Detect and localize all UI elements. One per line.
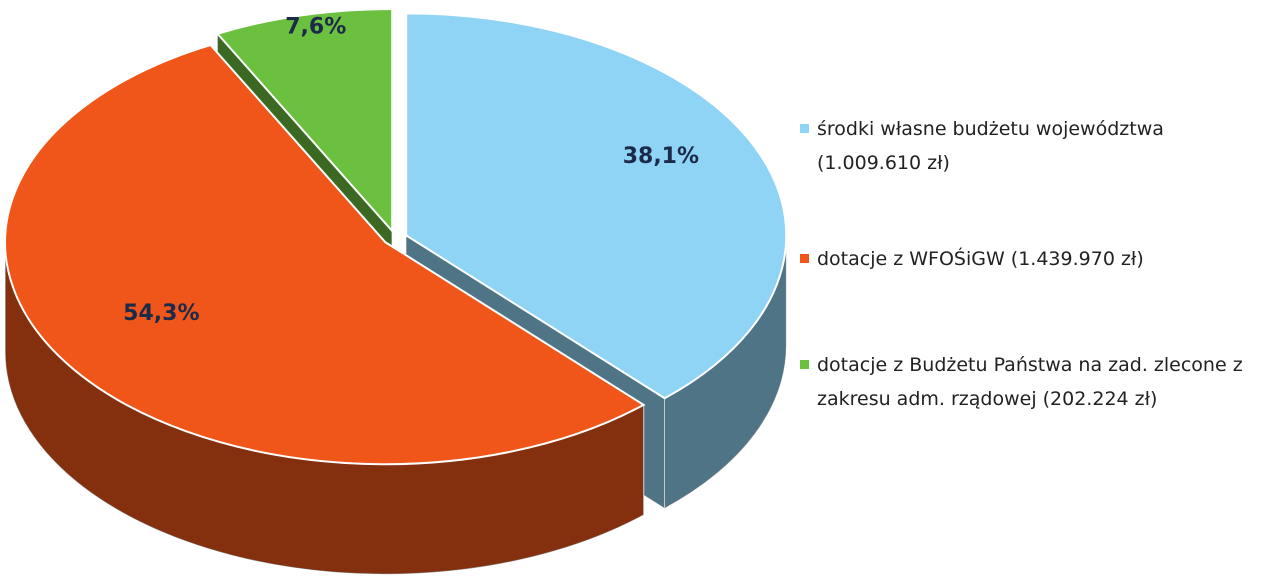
legend-swatch bbox=[800, 124, 809, 133]
data-label: 38,1% bbox=[623, 144, 699, 169]
legend-entry: dotacje z Budżetu Państwa na zad. zlecon… bbox=[800, 348, 1260, 416]
legend-label: środki własne budżetu województwa (1.009… bbox=[817, 118, 1164, 174]
legend-entry: środki własne budżetu województwa (1.009… bbox=[800, 112, 1260, 180]
slice-side-shade bbox=[664, 235, 787, 509]
slice bbox=[215, 7, 394, 234]
legend-label: dotacje z Budżetu Państwa na zad. zlecon… bbox=[817, 354, 1243, 410]
slice-side-shade bbox=[5, 242, 644, 575]
legend-entry: dotacje z WFOŚiGW (1.439.970 zł) bbox=[800, 242, 1260, 276]
slice bbox=[4, 43, 646, 466]
data-label: 54,3% bbox=[123, 301, 199, 326]
data-label: 7,6% bbox=[285, 15, 346, 40]
legend-label: dotacje z WFOŚiGW (1.439.970 zł) bbox=[817, 248, 1144, 270]
pie-plot: 38,1% 54,3% 7,6% bbox=[4, 7, 788, 575]
legend: środki własne budżetu województwa (1.009… bbox=[800, 112, 1260, 478]
legend-swatch bbox=[800, 360, 809, 369]
slice bbox=[405, 12, 788, 400]
legend-swatch bbox=[800, 254, 809, 263]
